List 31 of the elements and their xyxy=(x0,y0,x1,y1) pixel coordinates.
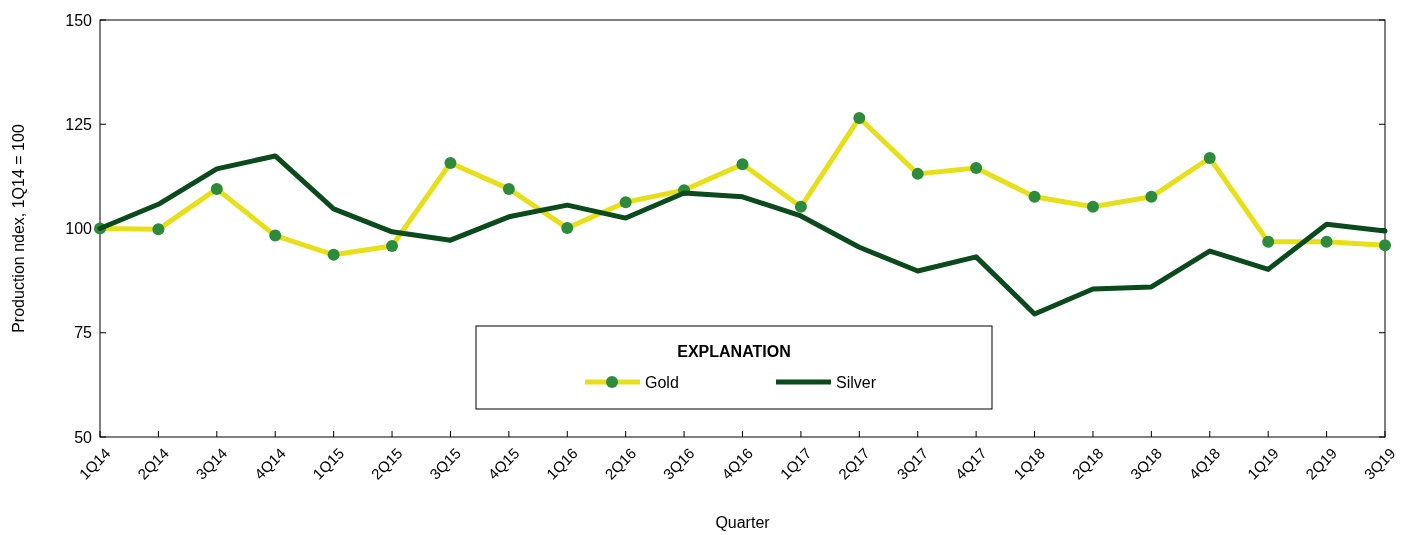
point xyxy=(1320,235,1333,248)
point xyxy=(269,229,282,242)
point xyxy=(386,240,399,253)
point xyxy=(1203,152,1216,165)
point xyxy=(736,158,749,171)
y-tick-label: 50 xyxy=(74,428,93,446)
point xyxy=(1028,190,1041,203)
point xyxy=(911,167,924,180)
point xyxy=(794,200,807,213)
point xyxy=(561,222,574,235)
point xyxy=(444,157,457,170)
point xyxy=(502,182,515,195)
point xyxy=(853,112,866,124)
y-axis-title: Production ndex, 1Q14 = 100 xyxy=(10,124,27,333)
y-tick-label: 125 xyxy=(65,115,93,133)
legend-label: Gold xyxy=(645,373,679,391)
point xyxy=(1262,235,1275,248)
y-tick-label: 100 xyxy=(65,220,93,238)
y-tick-label: 75 xyxy=(74,324,93,342)
point xyxy=(970,162,983,175)
legend-label: Silver xyxy=(836,373,877,391)
point xyxy=(327,248,340,261)
point xyxy=(1086,200,1099,213)
point xyxy=(152,223,165,236)
y-tick-label: 150 xyxy=(65,11,93,29)
point xyxy=(619,196,632,209)
point xyxy=(1379,239,1391,252)
point xyxy=(1145,190,1158,203)
legend-title: EXPLANATION xyxy=(677,343,791,360)
point xyxy=(210,182,223,195)
x-axis-title: Quarter xyxy=(715,514,771,531)
